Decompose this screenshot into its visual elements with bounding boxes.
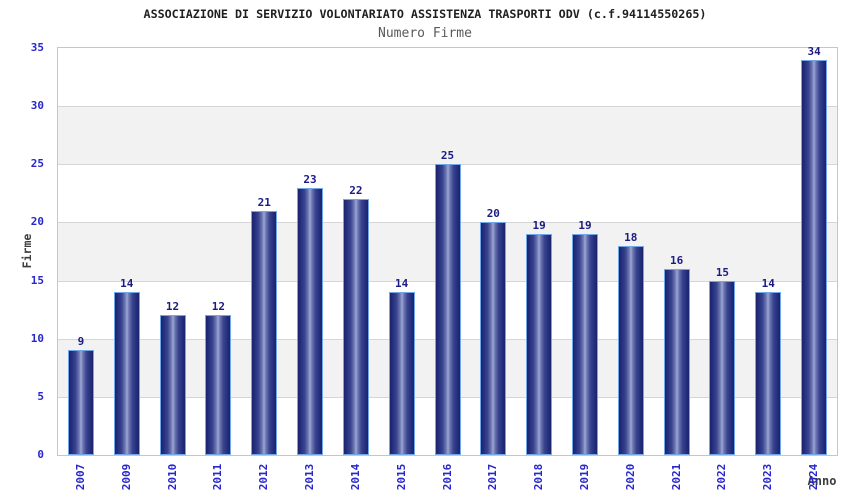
x-axis-title: Anno — [807, 474, 837, 488]
bar — [434, 164, 461, 455]
chart-title: ASSOCIAZIONE DI SERVIZIO VOLONTARIATO AS… — [143, 7, 707, 21]
x-tick-label: 2013 — [303, 463, 317, 491]
bar-value-label: 9 — [77, 335, 85, 349]
bar — [571, 234, 598, 455]
bar-value-label: 21 — [257, 195, 271, 209]
bar-value-label: 19 — [532, 219, 546, 233]
x-tick-label: 2014 — [348, 463, 362, 491]
bar-value-label: 34 — [807, 44, 821, 58]
bar — [801, 59, 828, 455]
bar — [709, 280, 736, 455]
chart-subtitle: Numero Firme — [378, 26, 472, 41]
x-tick-label: 2009 — [119, 463, 133, 491]
y-tick-label: 20 — [30, 215, 44, 229]
plot-band — [58, 48, 837, 107]
bar-value-label: 20 — [486, 207, 500, 221]
x-tick-label: 2024 — [807, 463, 821, 491]
bar — [159, 315, 186, 455]
x-tick-label: 2023 — [761, 463, 775, 491]
y-tick-label: 15 — [30, 273, 44, 287]
bar-value-label: 23 — [303, 172, 317, 186]
y-tick-label: 30 — [30, 99, 44, 113]
x-tick-label: 2022 — [715, 463, 729, 491]
y-tick-label: 0 — [37, 448, 44, 461]
x-tick-label: 2007 — [73, 463, 87, 491]
bar-value-label: 14 — [120, 277, 134, 291]
y-tick-label: 35 — [30, 41, 44, 54]
bar-value-label: 14 — [395, 277, 409, 291]
bar — [297, 187, 324, 455]
bar — [67, 350, 94, 455]
x-tick-label: 2011 — [211, 463, 225, 491]
bar-value-label: 18 — [624, 230, 638, 244]
y-tick-label: 10 — [30, 331, 44, 345]
bar — [251, 210, 278, 455]
x-tick-label: 2020 — [623, 463, 637, 491]
bar-value-label: 19 — [578, 219, 592, 233]
x-tick-label: 2019 — [577, 463, 591, 491]
x-tick-label: 2021 — [669, 463, 683, 491]
x-tick-label: 2012 — [257, 463, 271, 491]
bar-value-label: 25 — [440, 149, 455, 163]
gridline — [58, 106, 837, 108]
plot-area: 9 14 12 12 21 23 22 14 25 20 19 19 18 16 15 14 34 — [57, 44, 838, 456]
bar-value-label: 14 — [761, 277, 775, 291]
x-tick-label: 2016 — [440, 463, 454, 491]
bar-value-label: 22 — [349, 184, 363, 198]
x-tick-label: 2015 — [394, 463, 408, 491]
x-tick-label: 2018 — [532, 463, 546, 491]
bar-value-label: 16 — [669, 253, 684, 267]
bar — [342, 199, 369, 455]
bar — [526, 234, 553, 455]
bar — [755, 292, 782, 455]
bar-value-label: 12 — [165, 300, 180, 314]
bar — [113, 292, 140, 455]
plot-band — [58, 106, 837, 165]
x-tick-label: 2017 — [486, 463, 500, 491]
bar — [617, 245, 644, 455]
y-axis-title: Firme — [20, 233, 34, 269]
bar-value-label: 12 — [211, 300, 225, 314]
bar — [388, 292, 415, 455]
bar — [663, 268, 690, 455]
x-tick-label: 2010 — [165, 463, 179, 491]
y-tick-label: 25 — [30, 157, 44, 171]
bar — [205, 315, 232, 455]
y-tick-label: 5 — [37, 389, 44, 403]
bar — [480, 222, 507, 455]
bar-value-label: 15 — [715, 265, 730, 279]
